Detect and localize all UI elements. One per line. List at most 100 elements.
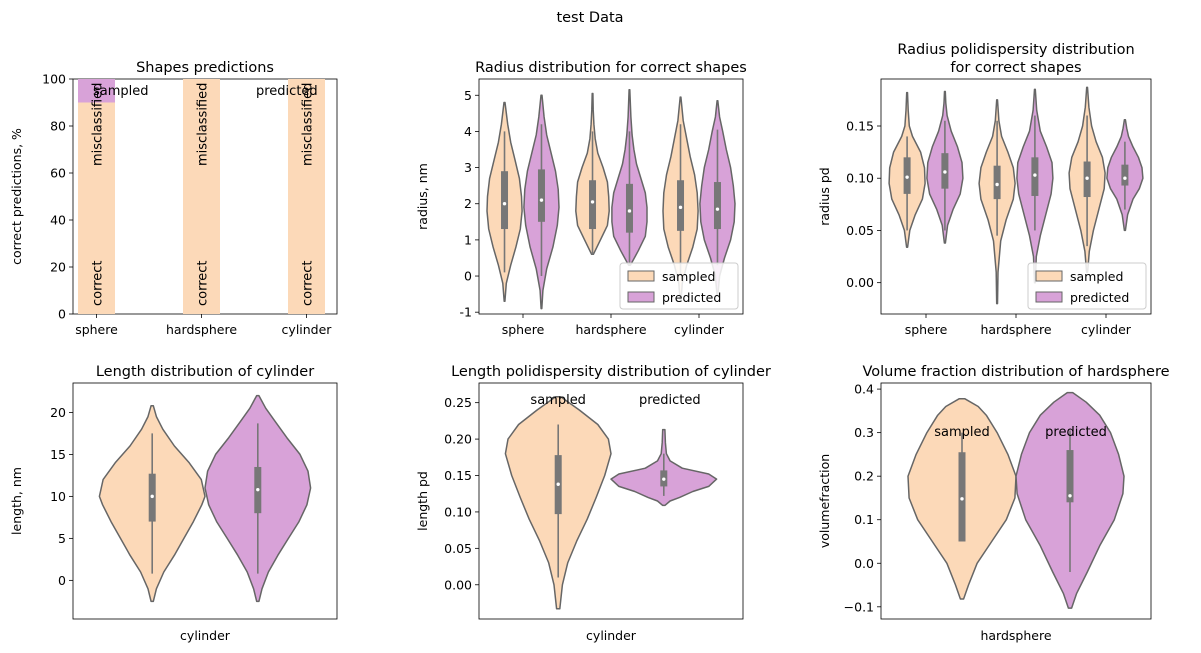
- y-tick-label: -1: [460, 305, 472, 320]
- y-axis-label: length pd: [415, 471, 430, 531]
- violin-median-dot: [502, 202, 507, 206]
- violin-median-dot: [539, 198, 544, 202]
- y-tick-label: 0.1: [854, 512, 874, 527]
- violin-median-dot: [1033, 173, 1037, 177]
- y-tick-label: 0.4: [854, 382, 874, 397]
- y-axis-label: correct predictions, %: [9, 128, 24, 265]
- y-tick-label: 0.20: [444, 432, 472, 447]
- y-tick-label: 20: [50, 260, 66, 275]
- chart-title: Shapes predictions: [136, 60, 274, 76]
- y-tick-label: 0.10: [444, 504, 472, 519]
- y-tick-label: 10: [50, 489, 66, 504]
- bar-misclassified: [78, 79, 115, 103]
- bar-correct: [78, 79, 115, 314]
- legend-label-predicted: predicted: [662, 290, 721, 305]
- y-tick-label: 5: [58, 531, 66, 546]
- y-tick-label: 0: [58, 573, 66, 588]
- bar-label-correct: correct: [301, 260, 316, 306]
- y-tick-label: 0.05: [846, 223, 874, 238]
- y-tick-label: 100: [42, 72, 66, 87]
- y-tick-label: 5: [464, 88, 472, 103]
- legend-label-sampled: sampled: [1070, 269, 1123, 284]
- y-tick-label: 15: [50, 447, 66, 462]
- violin-median-dot: [1068, 494, 1072, 498]
- y-axis-label: length, nm: [9, 467, 24, 535]
- y-tick-label: 0.2: [854, 469, 874, 484]
- y-tick-label: 3: [464, 160, 472, 175]
- x-tick-label: sphere: [905, 322, 948, 337]
- violin-iqr-box: [958, 452, 966, 542]
- panel-shapes-predictions: Shapes predictions 0 20 40 60 80 100 correct pr…: [9, 60, 338, 337]
- y-axis-label: radius, nm: [415, 163, 430, 230]
- violin-iqr-box: [1121, 164, 1129, 186]
- violin-median-dot: [1085, 176, 1089, 180]
- annotation-sampled: sampled: [93, 84, 149, 99]
- axes-frame: [72, 382, 338, 620]
- annotation-predicted: predicted: [256, 84, 318, 99]
- x-tick-label: cylinder: [282, 322, 333, 337]
- violin-median-dot: [627, 209, 632, 213]
- y-tick-label: 0.00: [846, 275, 874, 290]
- bar-label-misclassified: misclassified: [91, 83, 106, 166]
- panel-volume-fraction: Volume fraction distribution of hardsphe…: [817, 364, 1170, 643]
- panel-radius-polidispersity: Radius polidispersity distribution for co…: [817, 42, 1152, 337]
- violin-iqr-box: [713, 182, 721, 230]
- bar-label-misclassified: misclassified: [196, 83, 211, 166]
- violin-median-dot: [995, 182, 999, 187]
- x-tick-label: hardsphere: [166, 322, 237, 337]
- violin-iqr-box: [537, 169, 545, 222]
- annotation-sampled: sampled: [934, 425, 990, 440]
- x-tick-label: cylinder: [674, 322, 725, 337]
- bar-label-correct: correct: [196, 260, 211, 306]
- y-tick-label: 0.05: [444, 541, 472, 556]
- bar-label-correct: correct: [91, 260, 106, 306]
- x-axis-label: cylinder: [586, 628, 637, 643]
- bar-label-misclassified: misclassified: [301, 83, 316, 166]
- violin-median-dot: [1123, 176, 1127, 180]
- chart-title: Radius distribution for correct shapes: [475, 60, 747, 76]
- y-tick-label: 0.25: [444, 395, 472, 410]
- violin-iqr-box: [677, 180, 685, 231]
- x-tick-label: hardsphere: [575, 322, 646, 337]
- y-tick-label: 80: [50, 119, 66, 134]
- axes-frame: [880, 382, 1152, 620]
- y-tick-label: 1: [464, 232, 472, 247]
- annotation-predicted: predicted: [1045, 425, 1107, 440]
- axes-frame: [478, 382, 744, 620]
- violin-median-dot: [905, 175, 909, 179]
- annotation-sampled: sampled: [530, 393, 586, 408]
- y-axis-label: volumefraction: [817, 454, 832, 548]
- violin-median-dot: [715, 207, 720, 211]
- y-tick-label: 4: [464, 124, 472, 139]
- y-tick-label: 0: [58, 307, 66, 322]
- x-axis-label: hardsphere: [980, 628, 1051, 643]
- chart-title: Length distribution of cylinder: [96, 364, 314, 380]
- x-tick-label: cylinder: [1081, 322, 1132, 337]
- violin-iqr-box: [501, 171, 509, 230]
- x-axis-label: cylinder: [180, 628, 231, 643]
- y-tick-label: 40: [50, 213, 66, 228]
- y-tick-label: 0.0: [854, 556, 874, 571]
- x-tick-label: hardsphere: [980, 322, 1051, 337]
- x-tick-label: sphere: [75, 322, 118, 337]
- violin-median-dot: [150, 494, 154, 499]
- violin-iqr-box: [625, 183, 633, 233]
- x-tick-label: sphere: [502, 322, 545, 337]
- panel-radius-distribution: Radius distribution for correct shapes -1…: [415, 60, 747, 337]
- legend-label-predicted: predicted: [1070, 290, 1129, 305]
- y-tick-label: −0.1: [844, 599, 874, 614]
- violin-median-dot: [556, 482, 560, 486]
- violin-median-dot: [256, 487, 260, 492]
- violin-median-dot: [960, 497, 964, 501]
- y-tick-label: 20: [50, 405, 66, 420]
- bar-correct: [288, 79, 325, 314]
- violin-median-dot: [943, 170, 947, 174]
- bar-correct: [183, 79, 220, 314]
- legend-swatch-predicted: [627, 291, 655, 303]
- violin-iqr-box: [993, 165, 1001, 200]
- y-tick-label: 0.10: [846, 171, 874, 186]
- y-tick-label: 0: [464, 269, 472, 284]
- y-tick-label: 2: [464, 196, 472, 211]
- violin-median-dot: [678, 205, 683, 210]
